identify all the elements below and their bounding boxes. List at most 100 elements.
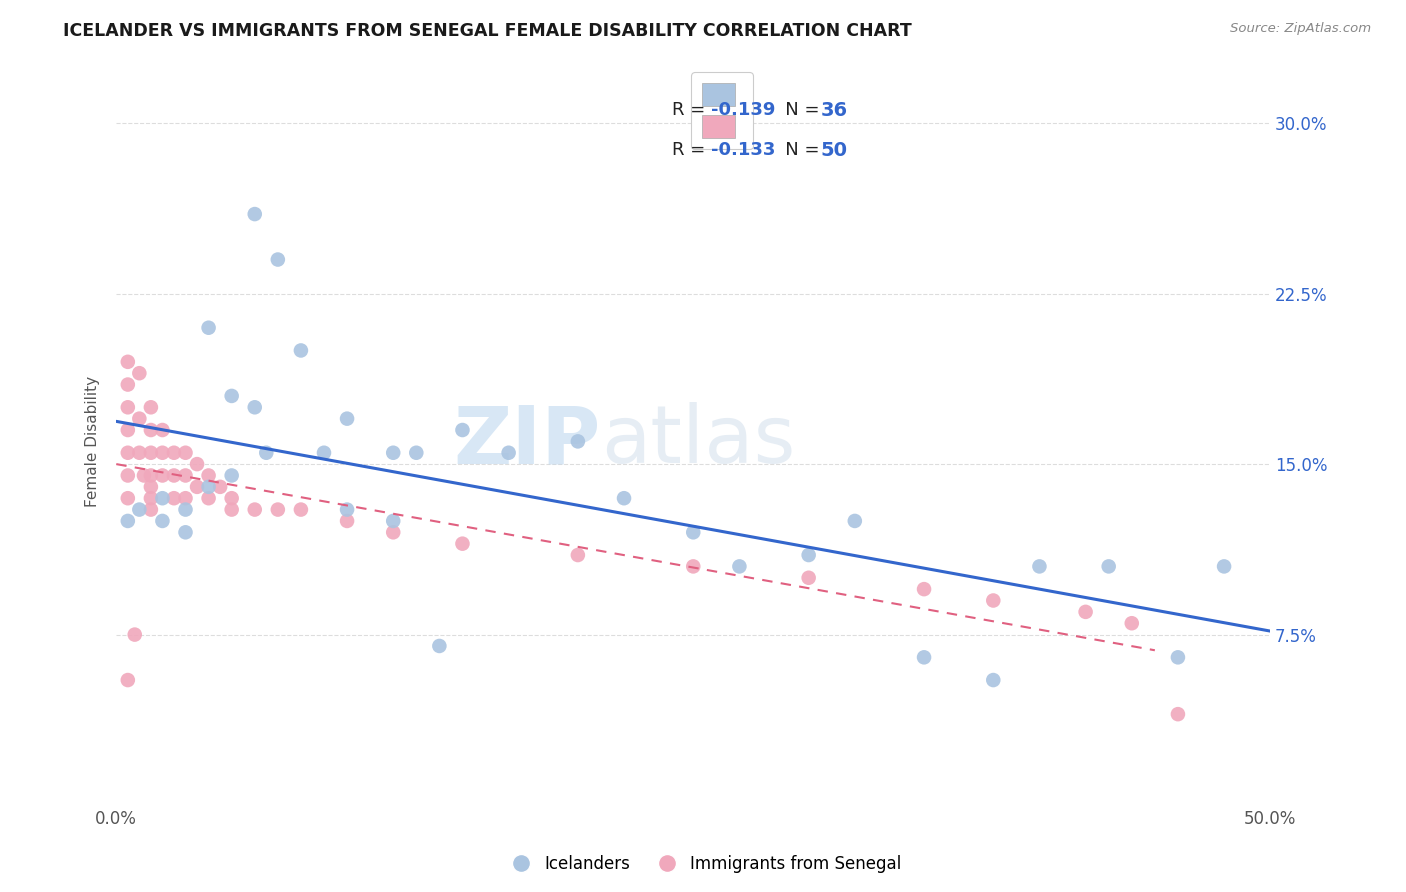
Legend: Icelanders, Immigrants from Senegal: Icelanders, Immigrants from Senegal: [498, 848, 908, 880]
Point: [243, 207, 266, 221]
Point: [163, 446, 186, 460]
Y-axis label: Female Disability: Female Disability: [86, 376, 100, 507]
Point: [197, 468, 219, 483]
Point: [451, 536, 474, 550]
Point: [117, 491, 139, 506]
Point: [139, 480, 162, 494]
Point: [267, 252, 290, 267]
Point: [128, 366, 150, 380]
Point: [221, 468, 243, 483]
Text: Source: ZipAtlas.com: Source: ZipAtlas.com: [1230, 22, 1371, 36]
Point: [221, 502, 243, 516]
Point: [797, 571, 820, 585]
Point: [728, 559, 751, 574]
Point: [981, 673, 1004, 687]
Point: [139, 468, 162, 483]
Point: [152, 491, 174, 506]
Point: [451, 423, 474, 437]
Text: N =: N =: [768, 102, 825, 120]
Point: [336, 411, 359, 425]
Point: [117, 423, 139, 437]
Point: [117, 377, 139, 392]
Point: [186, 480, 208, 494]
Point: [1213, 559, 1236, 574]
Text: R =: R =: [672, 142, 710, 160]
Point: [174, 446, 197, 460]
Point: [1074, 605, 1097, 619]
Point: [382, 525, 405, 540]
Point: [405, 446, 427, 460]
Point: [152, 446, 174, 460]
Point: [128, 502, 150, 516]
Point: [981, 593, 1004, 607]
Point: [174, 491, 197, 506]
Text: ZIP: ZIP: [454, 402, 600, 481]
Point: [312, 446, 335, 460]
Point: [197, 480, 219, 494]
Text: 50: 50: [820, 141, 848, 160]
Point: [221, 491, 243, 506]
Point: [498, 446, 520, 460]
Point: [382, 446, 405, 460]
Point: [139, 491, 162, 506]
Point: [152, 468, 174, 483]
Point: [797, 548, 820, 562]
Point: [1098, 559, 1121, 574]
Text: N =: N =: [768, 142, 825, 160]
Point: [567, 548, 589, 562]
Legend: , : ,: [692, 72, 752, 149]
Point: [124, 627, 146, 641]
Point: [152, 514, 174, 528]
Point: [174, 525, 197, 540]
Point: [1167, 650, 1189, 665]
Text: -0.133: -0.133: [710, 142, 775, 160]
Point: [1121, 616, 1143, 631]
Point: [682, 559, 704, 574]
Point: [429, 639, 451, 653]
Point: [844, 514, 866, 528]
Point: [382, 514, 405, 528]
Text: atlas: atlas: [600, 402, 796, 481]
Point: [243, 401, 266, 415]
Point: [1167, 707, 1189, 722]
Point: [267, 502, 290, 516]
Point: [613, 491, 636, 506]
Point: [163, 468, 186, 483]
Text: R =: R =: [672, 102, 710, 120]
Point: [912, 582, 935, 596]
Point: [117, 401, 139, 415]
Point: [197, 491, 219, 506]
Point: [1028, 559, 1050, 574]
Point: [117, 468, 139, 483]
Point: [152, 423, 174, 437]
Point: [290, 502, 312, 516]
Point: [682, 525, 704, 540]
Point: [163, 491, 186, 506]
Point: [197, 320, 219, 334]
Point: [912, 650, 935, 665]
Point: [221, 389, 243, 403]
Point: [174, 502, 197, 516]
Point: [117, 446, 139, 460]
Point: [186, 457, 208, 471]
Point: [139, 401, 162, 415]
Point: [117, 514, 139, 528]
Point: [174, 468, 197, 483]
Point: [290, 343, 312, 358]
Point: [336, 514, 359, 528]
Text: -0.139: -0.139: [710, 102, 775, 120]
Point: [254, 446, 277, 460]
Text: 36: 36: [820, 101, 848, 120]
Point: [567, 434, 589, 449]
Point: [128, 411, 150, 425]
Point: [336, 502, 359, 516]
Point: [243, 502, 266, 516]
Text: ICELANDER VS IMMIGRANTS FROM SENEGAL FEMALE DISABILITY CORRELATION CHART: ICELANDER VS IMMIGRANTS FROM SENEGAL FEM…: [63, 22, 912, 40]
Point: [139, 423, 162, 437]
Point: [117, 355, 139, 369]
Point: [117, 673, 139, 687]
Point: [139, 446, 162, 460]
Point: [128, 446, 150, 460]
Point: [139, 502, 162, 516]
Point: [209, 480, 232, 494]
